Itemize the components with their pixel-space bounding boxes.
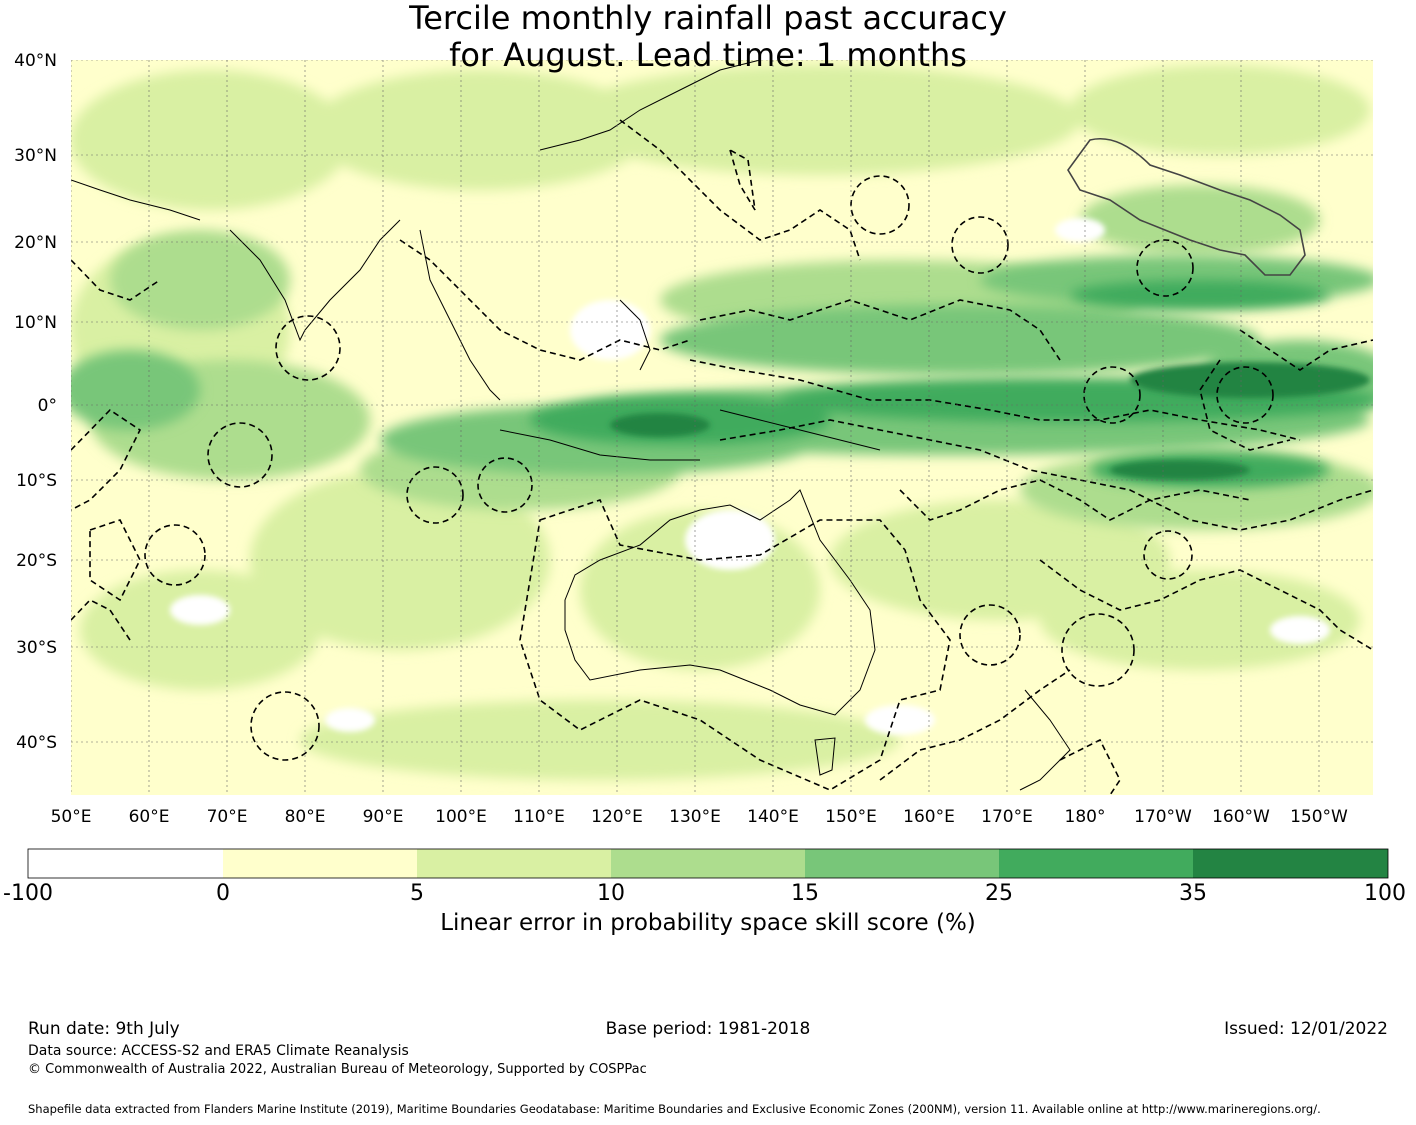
lat-label: 10°S xyxy=(16,471,57,491)
skill-field xyxy=(71,60,1373,795)
base-period: Base period: 1981-2018 xyxy=(605,1019,811,1039)
colorbar-segment xyxy=(223,849,417,878)
colorbar-segment xyxy=(1193,849,1388,878)
colorbar-tick: 35 xyxy=(1179,881,1207,906)
colorbar-tick: -100 xyxy=(3,881,53,906)
colorbar xyxy=(27,848,1389,879)
lon-label: 90°E xyxy=(363,807,404,827)
lon-label: 170°E xyxy=(981,807,1033,827)
data-source: Data source: ACCESS-S2 and ERA5 Climate … xyxy=(28,1043,409,1059)
colorbar-segment xyxy=(417,849,611,878)
lon-label: 120°E xyxy=(591,807,643,827)
hawaii-eez-outline xyxy=(1067,138,1306,276)
issued-date: Issued: 12/01/2022 xyxy=(1224,1019,1388,1039)
lon-label: 110°E xyxy=(513,807,565,827)
lat-label: 30°S xyxy=(16,638,57,658)
eez-boundaries xyxy=(71,119,1373,795)
lat-label: 20°N xyxy=(14,233,57,253)
copyright: © Commonwealth of Australia 2022, Austra… xyxy=(28,1062,647,1077)
lon-label: 100°E xyxy=(435,807,487,827)
colorbar-label: Linear error in probability space skill … xyxy=(440,910,976,936)
lon-labels: 50°E 60°E 70°E 80°E 90°E 100°E 110°E 120… xyxy=(51,807,1349,827)
lon-label: 50°E xyxy=(51,807,92,827)
lat-label: 40°S xyxy=(16,733,57,753)
run-date: Run date: 9th July xyxy=(28,1019,180,1039)
lon-label: 80°E xyxy=(285,807,326,827)
colorbar-tick: 10 xyxy=(597,881,625,906)
lon-label: 150°E xyxy=(825,807,877,827)
lat-label: 30°N xyxy=(14,146,57,166)
colorbar-tick: 100 xyxy=(1364,881,1406,906)
colorbar-tick: 25 xyxy=(985,881,1013,906)
lon-label: 180° xyxy=(1065,807,1106,827)
map-title-line2: for August. Lead time: 1 months xyxy=(449,36,967,74)
lon-label: 60°E xyxy=(129,807,170,827)
lon-label: 130°E xyxy=(669,807,721,827)
map-title-line1: Tercile monthly rainfall past accuracy xyxy=(409,0,1007,37)
colorbar-segment xyxy=(999,849,1193,878)
lat-label: 10°N xyxy=(14,313,57,333)
lat-label: 20°S xyxy=(16,551,57,571)
colorbar-segment xyxy=(28,849,223,878)
colorbar-tick: 15 xyxy=(791,881,819,906)
lat-label: 0° xyxy=(38,396,57,416)
lat-labels: 40°N 30°N 20°N 10°N 0° 10°S 20°S 30°S 40… xyxy=(14,51,57,753)
colorbar-tick: 0 xyxy=(216,881,230,906)
colorbar-segment xyxy=(805,849,999,878)
lon-label: 150°W xyxy=(1290,807,1348,827)
lon-label: 70°E xyxy=(207,807,248,827)
lon-label: 160°W xyxy=(1212,807,1270,827)
lon-label: 160°E xyxy=(903,807,955,827)
lon-label: 170°W xyxy=(1134,807,1192,827)
graticule xyxy=(71,60,1373,795)
colorbar-ticks: -100 0 5 10 15 25 35 100 xyxy=(3,881,1406,906)
colorbar-segment xyxy=(611,849,805,878)
colorbar-tick: 5 xyxy=(410,881,424,906)
shapefile-credit: Shapefile data extracted from Flanders M… xyxy=(28,1102,1321,1116)
lon-label: 140°E xyxy=(747,807,799,827)
lat-label: 40°N xyxy=(14,51,57,71)
